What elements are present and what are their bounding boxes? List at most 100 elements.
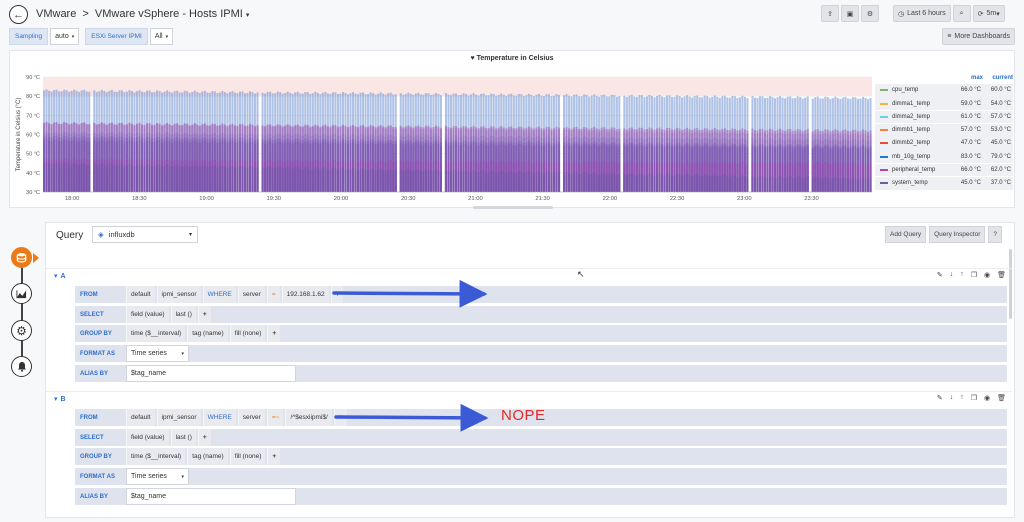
group-fill-segment[interactable]: fill (none) [229, 448, 266, 465]
legend-series-name: system_temp [892, 180, 928, 187]
select-function-segment[interactable]: last () [170, 429, 196, 446]
time-picker-button[interactable]: ◷ Last 6 hours [893, 5, 951, 22]
back-arrow-icon[interactable]: ← [9, 5, 28, 24]
tag-value-segment[interactable]: /^$esxiipmi$/ [285, 409, 332, 426]
group-tag-segment[interactable]: tag (name) [187, 325, 228, 342]
add-where-button[interactable]: + [330, 286, 344, 303]
legend-item[interactable]: mb_10g_temp 83.0 °C 79.0 °C [875, 150, 1013, 164]
legend-item[interactable]: dimma2_temp 61.0 °C 57.0 °C [875, 110, 1013, 124]
panel-title[interactable]: ♥ Temperature in Celsius [10, 55, 1014, 62]
variable-value: All [154, 33, 163, 40]
legend-current-header[interactable]: current [992, 75, 1013, 81]
format-as-select[interactable]: Time series ▾ [126, 468, 189, 485]
select-field-segment[interactable]: field (value) [126, 429, 169, 446]
breadcrumb-folder[interactable]: VMware [36, 8, 77, 20]
alias-by-input[interactable]: $tag_name [126, 488, 296, 505]
legend-swatch [880, 169, 888, 172]
help-button[interactable]: ? [988, 226, 1002, 243]
area-chart-icon[interactable] [11, 283, 32, 304]
zoom-out-search-icon[interactable]: ⌕ [952, 5, 971, 22]
legend-item[interactable]: cpu_temp 66.0 °C 60.0 °C [875, 84, 1013, 97]
x-tick-label: 20:00 [334, 196, 349, 202]
trash-icon[interactable]: 🗑 [997, 395, 1006, 402]
pencil-icon[interactable]: ✎ [936, 395, 943, 402]
x-tick-label: 23:30 [804, 196, 819, 202]
legend-max-value: 61.0 °C [960, 113, 981, 120]
move-up-icon[interactable]: ↑ [960, 394, 964, 401]
clause-keyword: SELECT [75, 306, 124, 323]
refresh-interval: 5m [986, 10, 997, 17]
trash-icon[interactable]: 🗑 [997, 272, 1006, 279]
legend-item[interactable]: system_temp 45.0 °C 37.0 °C [875, 176, 1013, 190]
operator-segment[interactable]: = [266, 286, 280, 303]
add-select-button[interactable]: + [197, 306, 211, 323]
legend-max-value: 47.0 °C [960, 140, 981, 147]
legend-swatch [880, 102, 888, 105]
dashboard-title[interactable]: VMware vSphere - Hosts IPMI [94, 8, 243, 20]
move-down-icon[interactable]: ↓ [949, 271, 954, 278]
move-down-icon[interactable]: ↓ [949, 394, 954, 401]
variable-select-sampling[interactable]: auto ▾ [50, 28, 80, 45]
eye-icon[interactable]: ◉ [984, 395, 991, 402]
alias-by-row: ALIAS BY $tag_name [75, 488, 1007, 505]
more-dashboards-button[interactable]: ≡ More Dashboards [942, 28, 1015, 45]
operator-segment[interactable]: =~ [266, 409, 284, 426]
query-editor: Query ◈ influxdb ▾ Add Query Query Inspe… [45, 222, 1015, 518]
query-ref-toggle[interactable]: ▾ B [54, 395, 66, 403]
legend-item[interactable]: dimmb2_temp 47.0 °C 45.0 °C [875, 137, 1013, 150]
bell-icon[interactable] [11, 356, 32, 377]
move-up-icon[interactable]: ↑ [960, 271, 964, 278]
query-inspector-button[interactable]: Query Inspector [929, 226, 986, 243]
variable-select-esxi[interactable]: All ▾ [149, 28, 174, 45]
x-tick-label: 18:30 [132, 196, 147, 202]
refresh-button[interactable]: ⟳ 5m ▾ [972, 5, 1005, 22]
duplicate-icon[interactable]: ❐ [970, 395, 977, 402]
select-field-segment[interactable]: field (value) [126, 306, 169, 323]
y-tick-label: 50 °C [26, 152, 40, 158]
group-time-segment[interactable]: time ($__interval) [126, 448, 186, 465]
tag-key-segment[interactable]: server [237, 409, 265, 426]
add-group-by-button[interactable]: + [267, 448, 281, 465]
add-query-button[interactable]: Add Query [885, 226, 927, 243]
tag-key-segment[interactable]: server [237, 286, 265, 303]
add-where-button[interactable]: + [333, 409, 347, 426]
legend-item[interactable]: dimma1_temp 59.0 °C 54.0 °C [875, 97, 1013, 110]
eye-icon[interactable]: ◉ [984, 272, 991, 279]
save-icon[interactable]: ▣ [841, 5, 859, 22]
pencil-icon[interactable]: ✎ [936, 272, 943, 279]
panel-resize-handle[interactable] [473, 206, 553, 209]
group-time-segment[interactable]: time ($__interval) [126, 325, 186, 342]
select-function-segment[interactable]: last () [170, 306, 196, 323]
temperature-chart[interactable]: 30 °C 40 °C 50 °C 60 °C 70 °C 80 °C 90 °C Tempe… [10, 51, 1016, 209]
database-icon[interactable] [11, 247, 32, 268]
measurement-segment[interactable]: ipmi_sensor [156, 409, 201, 426]
legend-max-header[interactable]: max [970, 75, 983, 81]
legend-max-value: 59.0 °C [960, 100, 981, 107]
editor-actions: Add Query Query Inspector ? [885, 226, 1002, 243]
datasource-select[interactable]: ◈ influxdb ▾ [92, 226, 198, 243]
legend-swatch [880, 115, 888, 118]
legend-item[interactable]: peripheral_temp 66.0 °C 62.0 °C [875, 163, 1013, 177]
add-select-button[interactable]: + [197, 429, 211, 446]
group-fill-segment[interactable]: fill (none) [229, 325, 266, 342]
editor-scrollbar[interactable] [1009, 249, 1012, 319]
group-tag-segment[interactable]: tag (name) [187, 448, 228, 465]
alias-by-input[interactable]: $tag_name [126, 365, 296, 382]
tag-value-segment[interactable]: 192.168.1.62 [281, 286, 329, 303]
dashboard-title-caret-icon[interactable]: ▾ [245, 12, 250, 19]
clause-keyword: GROUP BY [75, 448, 124, 465]
policy-segment[interactable]: default [126, 409, 155, 426]
format-as-select[interactable]: Time series ▾ [126, 345, 189, 362]
group-by-row: GROUP BY time ($__interval) tag (name) fill… [75, 325, 1007, 342]
duplicate-icon[interactable]: ❐ [970, 272, 977, 279]
heart-icon: ♥ [470, 55, 475, 62]
share-icon[interactable]: ⇪ [821, 5, 839, 22]
cog-icon[interactable]: ⚙ [11, 320, 32, 341]
query-ref-toggle[interactable]: ▾ A [54, 272, 66, 280]
legend-item[interactable]: dimmb1_temp 57.0 °C 53.0 °C [875, 123, 1013, 137]
legend-swatch [880, 89, 888, 92]
add-group-by-button[interactable]: + [267, 325, 281, 342]
policy-segment[interactable]: default [126, 286, 155, 303]
measurement-segment[interactable]: ipmi_sensor [156, 286, 201, 303]
settings-gear-icon[interactable]: ⚙ [861, 5, 879, 22]
